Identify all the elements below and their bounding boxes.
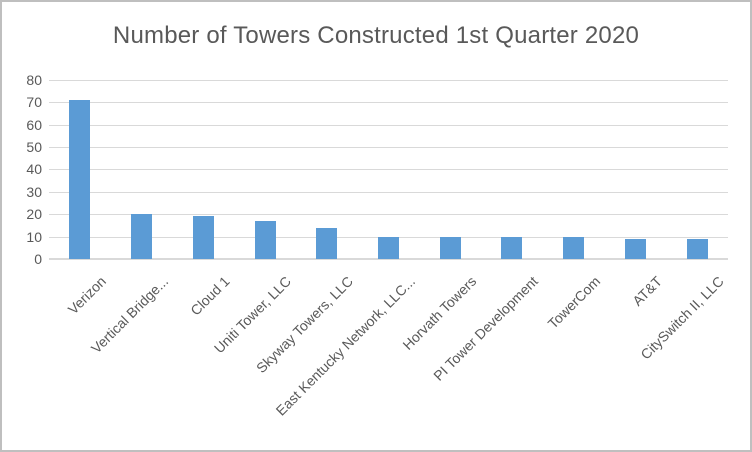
gridline [49,102,728,104]
bar-skyway-towers-llc[interactable] [316,227,338,259]
bar-east-kentucky-network-llc[interactable] [378,236,399,259]
gridline [49,79,728,81]
gridline [49,214,728,216]
bar-horvath-towers[interactable] [439,236,461,259]
chart-title: Number of Towers Constructed 1st Quarter… [112,22,640,49]
x-axis-tick-label-text: AT&T [628,273,665,309]
bar-cloud-1[interactable] [192,216,214,259]
x-axis-tick-label-text: Cloud 1 [187,273,233,319]
y-axis-tick-label: 40 [26,161,42,178]
y-axis-tick-label: 10 [26,228,42,245]
bar-uniti-tower-llc[interactable] [254,220,276,259]
gridline [49,191,728,193]
bar-cityswitch-ii-llc[interactable] [686,238,708,259]
y-axis-tick-label: 0 [34,251,42,267]
x-axis-tick-label-text: Verizon [64,273,110,318]
y-axis-tick-label: 70 [26,94,42,111]
bar-pi-tower-development[interactable] [501,236,523,259]
bar-verizon[interactable] [69,99,91,259]
bar-at-t[interactable] [624,238,646,259]
y-axis-tick-label: 60 [26,116,42,133]
y-axis-tick-label: 80 [26,71,42,88]
x-axis-line [49,258,728,260]
y-axis-tick-label: 30 [26,183,42,200]
gridline [49,124,728,126]
x-axis-tick-label-text: PI Tower Development [430,273,542,384]
y-axis-tick-label: 50 [26,139,42,155]
gridline [49,169,728,171]
x-axis-tick-label-text: TowerCom [544,273,603,332]
gridline [49,147,728,148]
y-axis-tick-label: 20 [26,206,42,223]
bar-vertical-bridge[interactable] [131,214,153,259]
bar-towercom[interactable] [563,236,585,259]
